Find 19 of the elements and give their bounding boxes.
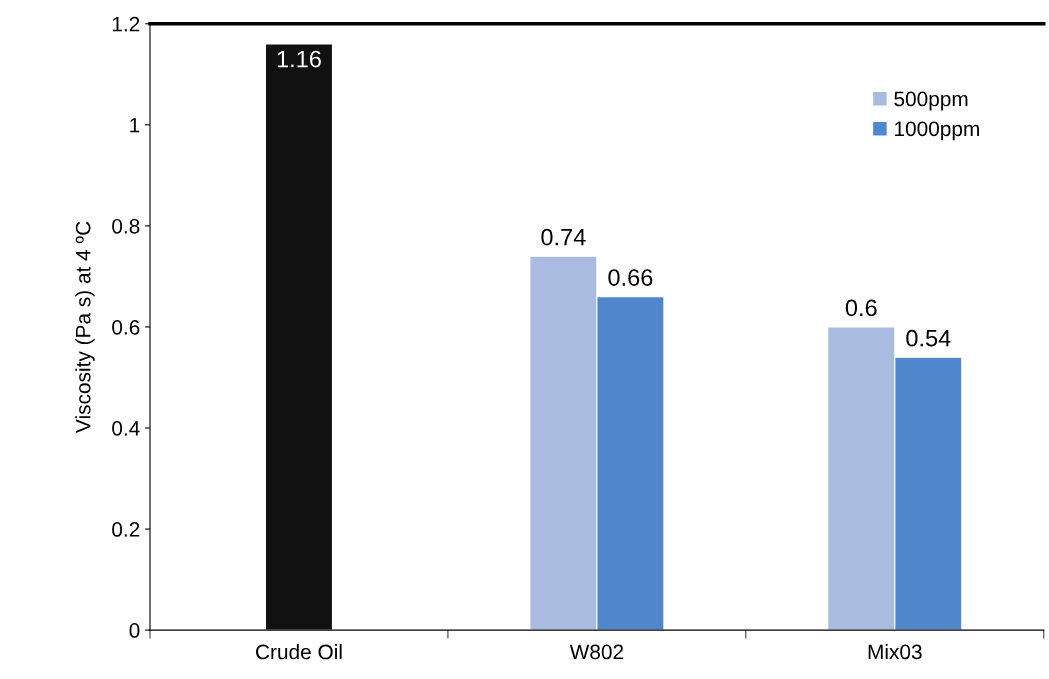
x-tick-label: Mix03 <box>868 644 922 660</box>
bar <box>264 43 334 631</box>
y-tick-label: 0.4 <box>112 421 140 436</box>
x-tick-label: W802 <box>569 644 624 660</box>
data-label: 1.16 <box>277 50 321 68</box>
legend-label: 500ppm <box>894 91 968 111</box>
y-axis-title: Viscosity (Pa s) at 4 ºC <box>75 221 95 433</box>
x-tick-label: Crude Oil <box>256 644 342 660</box>
y-tick-label: 0.6 <box>112 319 140 335</box>
data-label: 0.66 <box>608 269 653 286</box>
legend-label: 1000ppm <box>895 121 979 141</box>
data-label: 0.74 <box>541 228 586 246</box>
y-tick-label: 1.2 <box>112 16 140 32</box>
y-tick-label: 0.2 <box>112 522 140 537</box>
y-tick-label: 0 <box>129 623 140 638</box>
data-label: 0.6 <box>845 299 877 317</box>
y-tick-label: 1 <box>130 118 140 133</box>
y-tick-label: 0.8 <box>112 218 140 234</box>
data-label: 0.54 <box>906 329 951 347</box>
